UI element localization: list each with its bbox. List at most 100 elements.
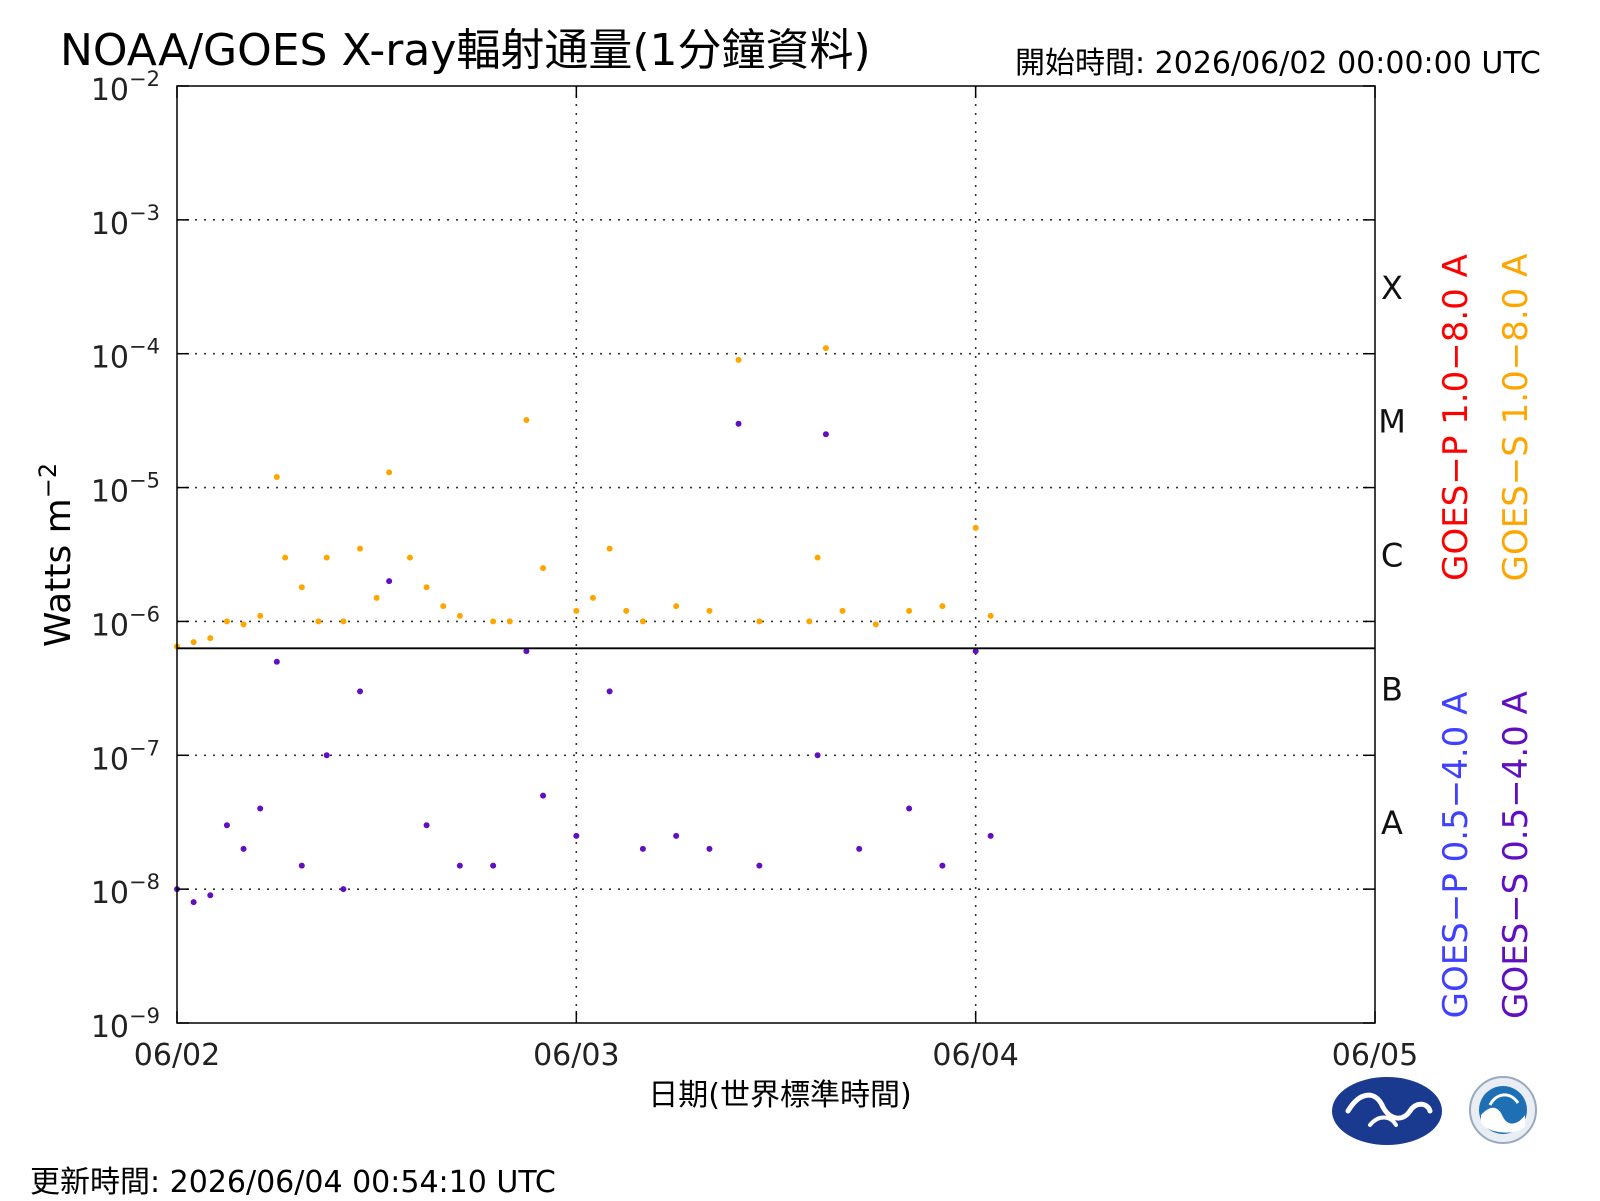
grid-lines bbox=[177, 86, 1375, 1023]
data-point bbox=[490, 618, 497, 625]
data-point bbox=[298, 584, 305, 591]
data-point bbox=[822, 431, 829, 438]
data-point bbox=[906, 805, 913, 812]
data-point bbox=[540, 792, 547, 799]
start-time-label: 開始時間: 2026/06/02 00:00:00 UTC bbox=[1015, 46, 1541, 81]
data-point bbox=[756, 862, 763, 869]
data-point bbox=[673, 603, 680, 610]
data-point bbox=[806, 618, 813, 625]
data-point bbox=[223, 822, 230, 829]
data-point bbox=[190, 639, 197, 646]
data-point bbox=[406, 554, 413, 561]
flare-class-label: X bbox=[1381, 269, 1403, 307]
data-point bbox=[673, 832, 680, 839]
data-point bbox=[939, 862, 946, 869]
y-axis-label: Watts m−2 bbox=[34, 463, 79, 647]
data-point bbox=[987, 612, 994, 619]
data-point bbox=[972, 648, 979, 655]
y-tick-label: 10−5 bbox=[91, 469, 160, 510]
data-point bbox=[273, 658, 280, 665]
data-point bbox=[523, 648, 530, 655]
data-point bbox=[735, 420, 742, 427]
chart-title: NOAA/GOES X-ray輻射通量(1分鐘資料) bbox=[60, 25, 871, 76]
legend: GOES−P 1.0−8.0 A GOES−S 1.0−8.0 A GOES−P 0… bbox=[1436, 254, 1536, 1019]
data-point bbox=[323, 752, 330, 759]
data-point bbox=[872, 621, 879, 628]
data-point bbox=[623, 607, 630, 614]
x-tick-label: 06/03 bbox=[533, 1038, 619, 1073]
legend-entry: GOES−P 0.5−4.0 A bbox=[1436, 692, 1476, 1019]
data-point bbox=[340, 886, 347, 893]
y-tick-label: 10−9 bbox=[91, 1004, 160, 1045]
y-tick-label: 10−4 bbox=[91, 335, 160, 376]
data-point bbox=[223, 618, 230, 625]
data-point bbox=[240, 845, 247, 852]
axes: 10−2 10−3 10−4 10−5 10−6 10−7 10−8 10−906/02 06/… bbox=[91, 67, 1418, 1073]
plot-frame bbox=[176, 85, 1376, 1024]
data-point bbox=[822, 345, 829, 352]
data-point bbox=[323, 554, 330, 561]
data-point bbox=[906, 607, 913, 614]
data-point bbox=[606, 545, 613, 552]
data-point bbox=[639, 845, 646, 852]
noaa-logo bbox=[1469, 1076, 1537, 1144]
data-point bbox=[257, 612, 264, 619]
data-point bbox=[606, 688, 613, 695]
data-point bbox=[423, 822, 430, 829]
data-point bbox=[756, 618, 763, 625]
series-points bbox=[174, 420, 994, 906]
data-point bbox=[315, 618, 322, 625]
x-axis-label: 日期(世界標準時間) bbox=[648, 1078, 911, 1113]
data-point bbox=[456, 612, 463, 619]
data-point bbox=[506, 618, 513, 625]
y-tick-label: 10−8 bbox=[91, 870, 160, 911]
data-point bbox=[456, 862, 463, 869]
data-point bbox=[190, 899, 197, 906]
data-point bbox=[839, 607, 846, 614]
data-point bbox=[257, 805, 264, 812]
data-point bbox=[573, 607, 580, 614]
flare-class-label: M bbox=[1378, 403, 1406, 441]
x-tick-label: 06/05 bbox=[1332, 1038, 1418, 1073]
data-points bbox=[174, 345, 994, 906]
legend-entry: GOES−S 0.5−4.0 A bbox=[1496, 691, 1536, 1019]
legend-entry: GOES−P 1.0−8.0 A bbox=[1436, 254, 1476, 581]
y-tick-label: 10−3 bbox=[91, 201, 160, 242]
flare-class-label: C bbox=[1381, 537, 1403, 575]
series-points bbox=[174, 345, 994, 650]
data-point bbox=[240, 621, 247, 628]
data-point bbox=[207, 892, 214, 899]
y-tick-label: 10−2 bbox=[91, 67, 160, 108]
data-point bbox=[706, 845, 713, 852]
y-tick-label: 10−7 bbox=[91, 736, 160, 777]
data-point bbox=[987, 832, 994, 839]
data-point bbox=[440, 603, 447, 610]
update-time-label: 更新時間: 2026/06/04 00:54:10 UTC bbox=[30, 1165, 556, 1200]
data-point bbox=[814, 752, 821, 759]
flare-class-label: B bbox=[1381, 670, 1403, 708]
data-point bbox=[273, 473, 280, 480]
data-point bbox=[340, 618, 347, 625]
x-tick-label: 06/04 bbox=[932, 1038, 1018, 1073]
data-point bbox=[573, 832, 580, 839]
x-tick-label: 06/02 bbox=[134, 1038, 220, 1073]
data-point bbox=[386, 469, 393, 476]
y-tick-label: 10−6 bbox=[91, 602, 160, 643]
data-point bbox=[386, 578, 393, 585]
data-point bbox=[814, 554, 821, 561]
data-point bbox=[856, 845, 863, 852]
data-point bbox=[357, 545, 364, 552]
cwa-logo bbox=[1332, 1077, 1442, 1145]
data-point bbox=[540, 565, 547, 572]
data-point bbox=[490, 862, 497, 869]
data-point bbox=[357, 688, 364, 695]
data-point bbox=[589, 594, 596, 601]
data-point bbox=[207, 635, 214, 642]
data-point bbox=[639, 618, 646, 625]
data-point bbox=[939, 603, 946, 610]
flare-class-labels: X M C B A bbox=[1378, 269, 1406, 842]
data-point bbox=[298, 862, 305, 869]
data-point bbox=[706, 607, 713, 614]
data-point bbox=[373, 594, 380, 601]
